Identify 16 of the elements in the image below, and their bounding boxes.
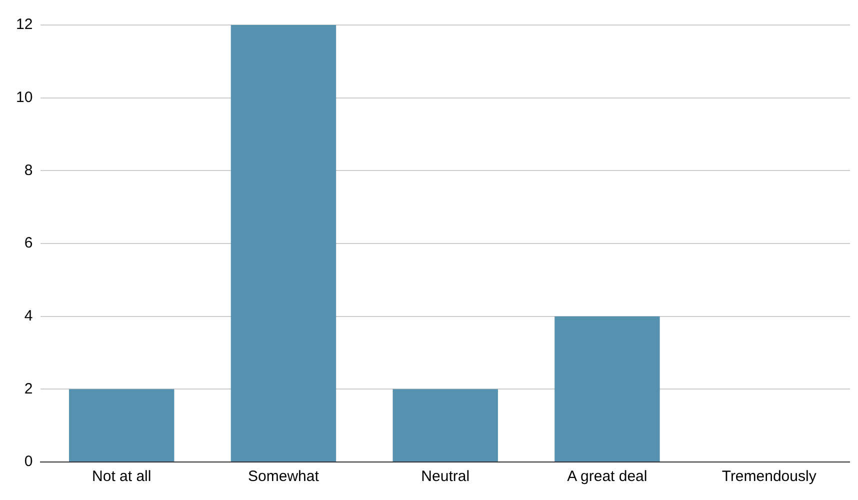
bar xyxy=(230,25,336,462)
x-tick-label: Not at all xyxy=(92,468,152,486)
y-tick-label: 8 xyxy=(24,162,33,179)
y-tick-label: 12 xyxy=(16,16,33,34)
bar xyxy=(392,389,498,462)
y-tick-label: 0 xyxy=(24,453,33,470)
bar xyxy=(69,389,174,462)
y-tick-label: 4 xyxy=(24,307,33,324)
x-tick-label: Neutral xyxy=(421,468,470,486)
bar xyxy=(554,316,660,462)
x-tick-label: Somewhat xyxy=(248,468,320,486)
y-tick-label: 2 xyxy=(24,380,33,398)
y-tick-label: 6 xyxy=(24,234,33,252)
y-tick-label: 10 xyxy=(16,88,33,106)
x-tick-label: Tremendously xyxy=(722,468,817,486)
x-tick-label: A great deal xyxy=(567,468,648,486)
